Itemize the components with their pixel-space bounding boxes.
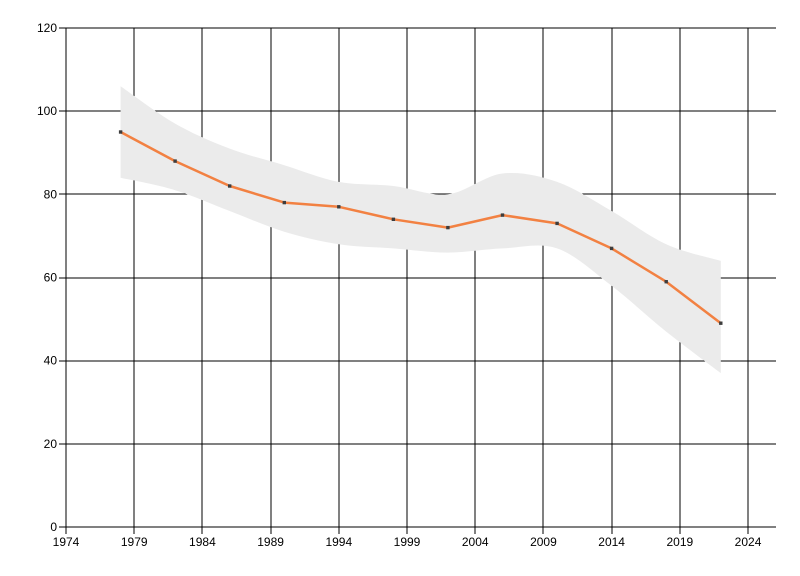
axis-ticks: [59, 27, 749, 534]
data-point-marker: [228, 184, 232, 188]
y-tick-label: 60: [44, 271, 58, 285]
x-tick-label: 2009: [530, 535, 557, 549]
series-layer: [119, 130, 723, 325]
x-tick-label: 2019: [666, 535, 693, 549]
x-tick-label: 1984: [189, 535, 216, 549]
y-tick-label: 0: [50, 520, 57, 534]
y-tick-label: 40: [44, 354, 58, 368]
y-tick-label: 80: [44, 187, 58, 201]
y-tick-label: 120: [37, 21, 57, 35]
axis-tick-labels: 0 20 40 60 80 100 120 1974 1979 1984 1989 1994 1999 2…: [37, 21, 762, 549]
x-tick-label: 1979: [121, 535, 148, 549]
data-point-marker: [446, 225, 450, 230]
data-point-marker: [664, 280, 668, 284]
data-point-marker: [173, 159, 177, 163]
y-tick-label: 100: [37, 104, 57, 118]
x-tick-label: 2004: [462, 535, 489, 549]
data-point-marker: [609, 246, 614, 251]
x-tick-label: 1974: [53, 535, 80, 549]
data-point-marker: [118, 130, 123, 134]
data-point-marker: [500, 213, 505, 217]
data-point-marker: [391, 217, 396, 221]
data-point-marker: [555, 221, 559, 226]
data-point-markers: [118, 130, 723, 325]
data-point-marker: [282, 200, 286, 205]
x-tick-label: 1999: [394, 535, 421, 549]
x-tick-label: 1989: [257, 535, 284, 549]
confidence-band-layer: [120, 86, 721, 374]
series-line: [119, 130, 723, 325]
data-point-marker: [719, 321, 723, 325]
x-tick-label: 2014: [598, 535, 625, 549]
x-tick-label: 1994: [325, 535, 352, 549]
confidence-band: [120, 86, 721, 374]
y-tick-label: 20: [44, 437, 58, 451]
x-tick-label: 2024: [735, 535, 762, 549]
data-point-marker: [337, 205, 341, 209]
